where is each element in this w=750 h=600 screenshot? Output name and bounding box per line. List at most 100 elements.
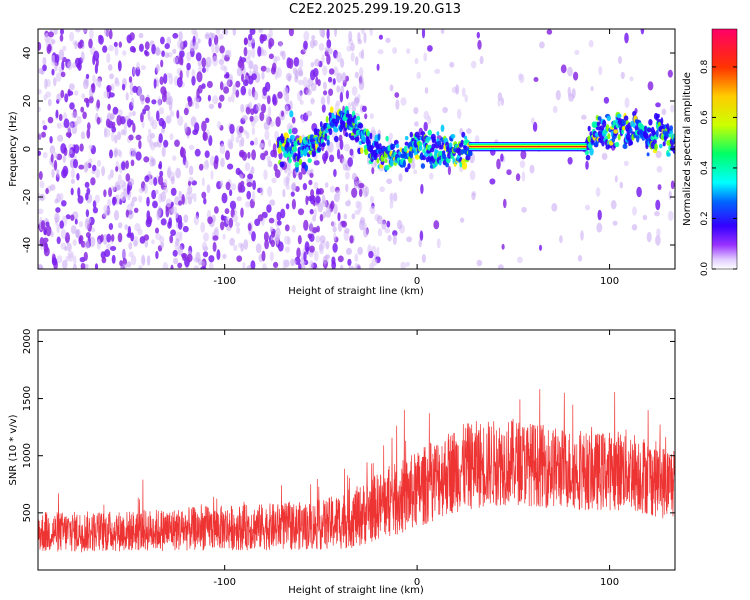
noise-blob bbox=[172, 32, 179, 39]
noise-blob bbox=[647, 81, 654, 91]
noise-blob bbox=[38, 132, 42, 140]
noise-blob bbox=[86, 187, 91, 195]
tone-blob bbox=[312, 149, 317, 157]
noise-blob bbox=[184, 160, 189, 169]
noise-blob bbox=[291, 127, 298, 135]
noise-blob bbox=[414, 121, 419, 127]
noise-blob bbox=[449, 61, 455, 68]
noise-blob bbox=[200, 222, 206, 233]
noise-blob bbox=[72, 263, 77, 269]
noise-blob bbox=[196, 88, 200, 99]
noise-blob bbox=[163, 178, 168, 187]
tone-blob bbox=[299, 135, 302, 144]
noise-blob bbox=[326, 39, 332, 49]
noise-blob bbox=[43, 241, 47, 248]
noise-blob bbox=[58, 113, 63, 121]
tone-blob bbox=[669, 129, 674, 135]
tone-blob bbox=[379, 164, 384, 169]
noise-blob bbox=[357, 246, 363, 255]
noise-blob bbox=[447, 165, 451, 176]
noise-blob bbox=[160, 36, 165, 45]
noise-blob bbox=[282, 259, 287, 269]
tone-blob bbox=[622, 143, 628, 150]
noise-blob bbox=[305, 195, 309, 206]
noise-blob bbox=[333, 66, 339, 77]
noise-blob bbox=[413, 169, 418, 175]
noise-blob bbox=[77, 41, 83, 49]
noise-blob bbox=[119, 260, 123, 267]
noise-blob bbox=[354, 253, 359, 263]
noise-blob bbox=[268, 217, 275, 224]
noise-blob bbox=[73, 144, 80, 154]
noise-blob bbox=[74, 90, 79, 96]
noise-blob bbox=[567, 157, 573, 165]
noise-blob bbox=[216, 249, 221, 261]
noise-blob bbox=[178, 55, 183, 65]
noise-blob bbox=[251, 127, 256, 135]
noise-blob bbox=[128, 242, 133, 250]
noise-blob bbox=[603, 96, 610, 104]
noise-blob bbox=[61, 200, 67, 207]
noise-blob bbox=[92, 74, 96, 84]
noise-blob bbox=[324, 182, 329, 188]
noise-blob bbox=[151, 119, 158, 130]
tone-blob bbox=[369, 132, 373, 140]
tone-blob bbox=[395, 143, 400, 149]
tone-blob bbox=[461, 162, 468, 170]
noise-blob bbox=[167, 165, 172, 177]
noise-blob bbox=[336, 148, 341, 160]
noise-blob bbox=[40, 220, 46, 230]
noise-blob bbox=[71, 111, 78, 119]
noise-blob bbox=[60, 89, 65, 99]
noise-blob bbox=[339, 91, 344, 103]
noise-blob bbox=[395, 99, 400, 110]
noise-blob bbox=[88, 144, 93, 150]
noise-blob bbox=[144, 41, 150, 50]
snr-ylabel: SNR (10 * v/v) bbox=[8, 414, 19, 485]
noise-blob bbox=[250, 260, 256, 269]
noise-blob bbox=[108, 187, 113, 198]
noise-blob bbox=[205, 56, 212, 68]
noise-blob bbox=[303, 40, 308, 50]
noise-blob bbox=[241, 115, 248, 121]
noise-blob bbox=[155, 48, 161, 56]
noise-blob bbox=[127, 210, 134, 220]
spectrogram-marks bbox=[38, 29, 675, 269]
noise-blob bbox=[225, 181, 231, 191]
x-tick-label: -100 bbox=[213, 577, 236, 588]
noise-blob bbox=[385, 37, 391, 44]
noise-blob bbox=[573, 71, 579, 81]
tone-blob bbox=[464, 135, 468, 140]
noise-blob bbox=[284, 105, 289, 115]
colorbar-gradient bbox=[711, 28, 738, 270]
noise-blob bbox=[178, 190, 183, 199]
noise-blob bbox=[128, 76, 133, 83]
tone-blob bbox=[354, 136, 360, 142]
noise-blob bbox=[88, 38, 93, 49]
noise-blob bbox=[125, 92, 129, 101]
noise-blob bbox=[204, 150, 210, 158]
noise-blob bbox=[354, 71, 359, 79]
noise-blob bbox=[45, 225, 52, 237]
noise-blob bbox=[66, 242, 72, 252]
noise-blob bbox=[181, 194, 185, 205]
noise-blob bbox=[84, 181, 90, 188]
noise-blob bbox=[135, 134, 142, 141]
noise-blob bbox=[325, 207, 332, 214]
noise-blob bbox=[116, 114, 122, 126]
noise-blob bbox=[110, 246, 117, 251]
tone-blob bbox=[461, 131, 466, 138]
noise-blob bbox=[51, 168, 55, 178]
noise-blob bbox=[309, 194, 316, 205]
noise-blob bbox=[84, 240, 90, 250]
noise-blob bbox=[138, 140, 142, 150]
noise-blob bbox=[126, 261, 132, 268]
noise-blob bbox=[96, 239, 101, 250]
tone-blob bbox=[602, 119, 607, 128]
noise-blob bbox=[539, 244, 542, 251]
colorbar-tick-label: 0.6 bbox=[700, 110, 710, 125]
noise-blob bbox=[316, 189, 322, 195]
noise-blob bbox=[214, 206, 219, 214]
noise-blob bbox=[260, 34, 266, 41]
noise-blob bbox=[292, 67, 298, 76]
